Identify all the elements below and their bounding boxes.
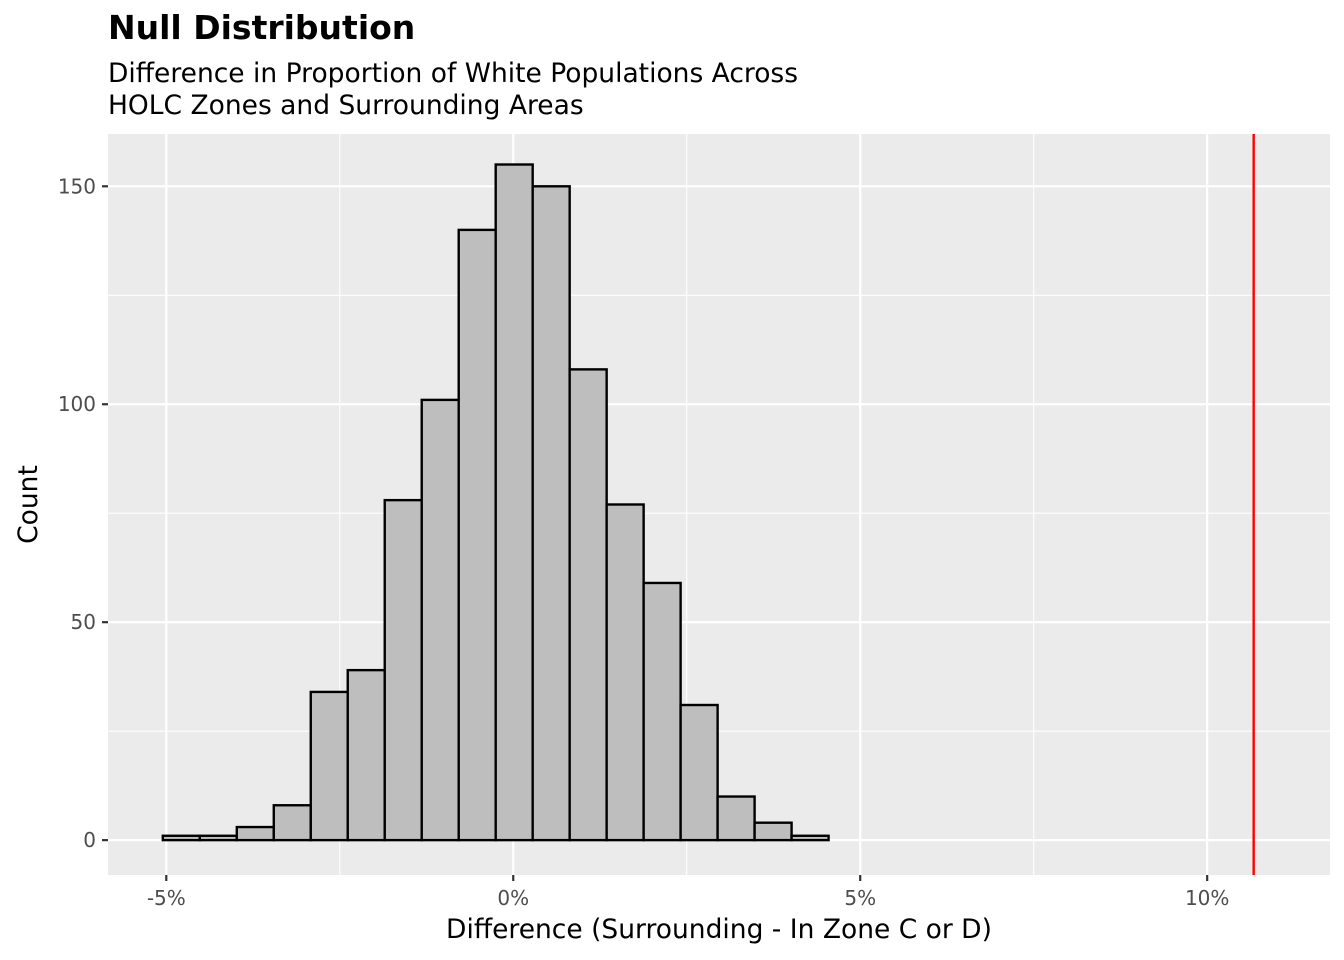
histogram-bar [198, 834, 238, 842]
y-tick-label: 100 [58, 392, 96, 416]
histogram-bar [383, 498, 423, 842]
y-tick-label: 0 [83, 828, 96, 852]
histogram-bar [531, 185, 571, 842]
histogram-bar [568, 368, 608, 842]
chart-title: Null Distribution [108, 8, 416, 47]
histogram-bar [161, 834, 202, 842]
subtitle-line-1: Difference in Proportion of White Popula… [108, 58, 799, 89]
chart-subtitle: Difference in Proportion of White Popula… [108, 58, 798, 122]
y-tick-label: 50 [71, 610, 96, 634]
histogram-bar [272, 804, 312, 842]
x-tick-label: 0% [497, 886, 529, 910]
y-axis-title: Count [13, 465, 44, 544]
x-axis-title: Difference (Surrounding - In Zone C or D… [446, 914, 992, 945]
histogram-bar [420, 398, 460, 842]
histogram-bar [753, 821, 793, 842]
histogram-bar [716, 795, 756, 842]
x-tick-label: -5% [147, 886, 186, 910]
y-tick-label: 150 [58, 174, 96, 198]
histogram-bar [679, 703, 719, 842]
histogram-bar [346, 668, 386, 842]
histogram-bar [309, 690, 349, 842]
histogram-bar [494, 163, 534, 842]
histogram-bar [457, 228, 497, 842]
x-tick-label: 5% [844, 886, 876, 910]
histogram-bar [235, 825, 275, 842]
histogram-bar [790, 834, 830, 842]
x-tick-label: 10% [1185, 886, 1229, 910]
subtitle-line-2: HOLC Zones and Surrounding Areas [108, 90, 584, 121]
histogram-bar [642, 581, 682, 842]
plot-panel [108, 134, 1330, 875]
histogram-bar [605, 503, 645, 842]
